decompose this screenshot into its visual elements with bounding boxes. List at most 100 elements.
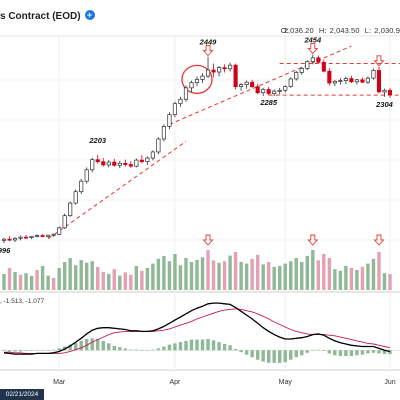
candle xyxy=(288,78,293,88)
macd-histogram-bar xyxy=(289,350,293,360)
macd-histogram-bar xyxy=(2,350,6,351)
x-tick-label: Jun xyxy=(384,379,395,386)
macd-histogram-bar xyxy=(333,350,337,356)
volume-bar xyxy=(200,257,205,290)
macd-histogram-bar xyxy=(239,350,243,353)
macd-histogram-bar xyxy=(118,347,122,351)
candle xyxy=(239,84,244,88)
macd-histogram-bar xyxy=(79,340,83,351)
candle xyxy=(222,67,227,70)
macd-histogram-bar xyxy=(261,350,265,362)
volume-bar xyxy=(239,262,243,290)
ohlc-readout: O:2,036.20 H: 2,043.50 L: 2,030.9 xyxy=(280,26,400,35)
macd-histogram-bar xyxy=(57,348,61,351)
candle xyxy=(283,86,288,91)
candle xyxy=(51,233,56,236)
macd-histogram-bar xyxy=(129,349,133,351)
down-arrow-icon xyxy=(373,55,385,67)
candle xyxy=(205,69,211,77)
volume-bar xyxy=(162,256,166,290)
price-label: 2304 xyxy=(375,100,394,109)
volume-bar xyxy=(79,260,83,290)
volume-bar xyxy=(184,258,188,290)
macd-histogram-bar xyxy=(322,350,326,351)
macd-histogram-bar xyxy=(305,350,309,353)
ohlc-low: 2,030.9 xyxy=(374,26,400,35)
plus-circle-icon[interactable]: + xyxy=(84,10,95,20)
volume-bar xyxy=(40,266,45,290)
candle xyxy=(299,68,304,73)
macd-histogram-bar xyxy=(250,350,254,358)
macd-histogram-bar xyxy=(68,344,72,351)
price-label: 2449 xyxy=(199,38,218,47)
candle xyxy=(371,70,376,79)
down-arrow-icon xyxy=(202,45,214,57)
volume-bar xyxy=(327,258,332,290)
macd-histogram-bar xyxy=(85,338,89,351)
macd-histogram-bar xyxy=(46,350,50,351)
candle xyxy=(84,169,89,182)
candle xyxy=(35,235,40,237)
macd-histogram-bar xyxy=(151,349,155,351)
candle xyxy=(327,70,332,84)
candle xyxy=(79,180,84,193)
volume-bar xyxy=(261,264,265,290)
volume-bar xyxy=(283,263,287,290)
macd-histogram-bar xyxy=(24,350,28,351)
candle xyxy=(145,157,150,163)
macd-histogram-bar xyxy=(266,350,271,363)
volume-bar xyxy=(206,250,210,290)
macd-histogram-bar xyxy=(278,350,282,363)
macd-histogram-bar xyxy=(338,350,343,356)
volume-bar xyxy=(278,266,282,290)
macd-histogram-bar xyxy=(112,345,116,351)
candle xyxy=(156,138,161,153)
candle xyxy=(117,162,122,166)
indicator-values: , -1.513, -1.077 xyxy=(0,298,45,305)
candle xyxy=(387,89,393,96)
candle xyxy=(62,215,67,229)
volume-bar xyxy=(134,266,139,290)
volume-bar xyxy=(156,258,161,290)
volume-bar xyxy=(189,262,194,290)
macd-histogram-bar xyxy=(178,342,183,351)
macd-histogram-bar xyxy=(184,340,188,351)
volume-bar xyxy=(217,262,221,290)
volume-bar xyxy=(90,261,94,290)
volume-bar xyxy=(107,274,111,290)
macd-histogram-bar xyxy=(360,350,365,355)
macd-histogram-bar xyxy=(388,350,392,355)
macd-histogram-bar xyxy=(294,350,298,358)
candle xyxy=(321,61,326,72)
volume-bar xyxy=(250,258,254,290)
volume-bar xyxy=(228,255,232,290)
volume-bar xyxy=(123,272,128,290)
macd-histogram-bar xyxy=(40,350,45,351)
candle xyxy=(150,151,155,159)
macd-histogram-bar xyxy=(167,344,172,351)
volume-bar xyxy=(62,262,67,290)
volume-bar xyxy=(24,273,28,290)
macd-histogram-bar xyxy=(90,338,94,351)
x-tick-label: Apr xyxy=(169,379,181,386)
candle xyxy=(12,238,18,241)
candle xyxy=(1,238,7,241)
volume-bar xyxy=(145,268,150,290)
candle xyxy=(183,87,189,100)
candle xyxy=(244,81,249,85)
x-tick-label: Mar xyxy=(53,379,66,386)
macd-histogram-bar xyxy=(316,349,321,351)
candle xyxy=(255,86,260,94)
candle xyxy=(277,89,282,92)
candle xyxy=(365,77,371,83)
macd-histogram-bar xyxy=(283,350,287,363)
volume-bar xyxy=(129,274,133,290)
candle xyxy=(123,162,128,165)
volume-bar xyxy=(211,260,216,290)
macd-histogram-bar xyxy=(355,350,359,356)
candle xyxy=(57,227,62,235)
candle xyxy=(338,80,343,82)
macd-histogram-bar xyxy=(73,342,78,351)
